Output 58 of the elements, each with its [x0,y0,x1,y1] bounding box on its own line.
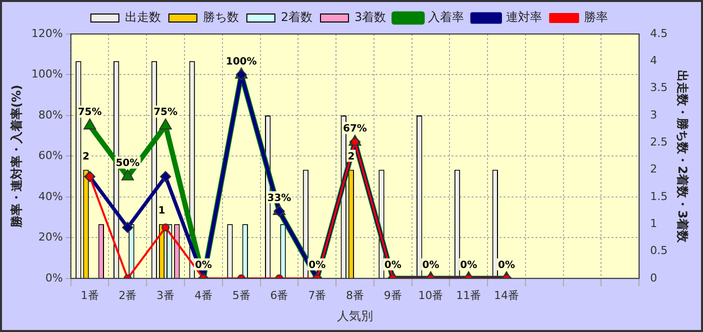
data-label: 50% [116,158,140,170]
x-tick-label: 3番 [156,288,175,302]
data-label: 100% [226,56,257,68]
x-tick-label: 10番 [418,288,444,302]
y-tick-label: 60% [38,149,63,162]
x-tick-label: 14番 [494,288,520,302]
legend-label: 勝ち数 [202,10,239,24]
data-label: 0% [384,260,402,271]
y2-axis-title: 出走数・勝ち数・2着数・3着数 [676,70,690,244]
y2-tick-label: 0 [650,271,658,284]
data-label: 33% [267,192,292,204]
data-label: 0% [498,260,516,271]
data-label: 67% [343,124,367,135]
data-label: 0% [194,260,212,271]
data-label: 0% [460,260,478,271]
legend-label: 2着数 [280,10,313,24]
x-tick-label: 2番 [118,288,137,302]
legend-label: 勝率 [584,10,608,24]
y-tick-label: 80% [38,108,63,122]
x-tick-label: 4番 [194,288,212,302]
point [121,169,134,180]
legend-label: 連対率 [506,10,542,24]
y2-tick-label: 4.5 [650,26,668,40]
data-label: 0% [422,260,440,271]
data-label: 75% [154,107,178,118]
x-tick-label: 5番 [232,288,250,302]
y2-tick-label: 3.5 [650,81,668,94]
legend-label: 入着率 [428,10,464,24]
y-tick-label: 40% [38,190,63,203]
data-label: 75% [78,107,102,118]
x-tick-label: 7番 [308,288,326,302]
y2-tick-label: 1 [650,216,658,230]
y2-tick-label: 1.5 [650,190,668,203]
data-label: 2 [348,151,355,162]
y2-tick-label: 3 [650,108,658,122]
x-tick-label: 9番 [384,288,402,302]
y2-tick-label: 4 [650,54,658,68]
legend-label: 3着数 [354,10,386,24]
y-tick-label: 0% [45,271,63,284]
x-axis-title: 人気別 [336,308,373,323]
y-axis-title: 勝率・連対率・入着率(%) [9,84,24,229]
x-tick-label: 11番 [456,288,482,302]
y2-tick-label: 0.5 [650,244,668,258]
x-tick-label: 6番 [270,288,288,302]
data-label: 1 [158,206,166,217]
point [160,170,172,182]
x-tick-label: 8番 [346,288,364,302]
point [83,118,96,130]
legend-label: 出走数 [124,10,161,24]
data-label: 2 [82,151,90,162]
x-tick-label: 1番 [80,288,99,302]
y-tick-label: 100% [31,68,63,81]
point [159,118,172,130]
y-tick-label: 20% [38,230,63,244]
data-label: 0% [308,260,326,271]
y2-tick-label: 2 [650,162,658,176]
y-tick-label: 120% [31,26,63,40]
y2-tick-label: 2.5 [650,135,668,148]
